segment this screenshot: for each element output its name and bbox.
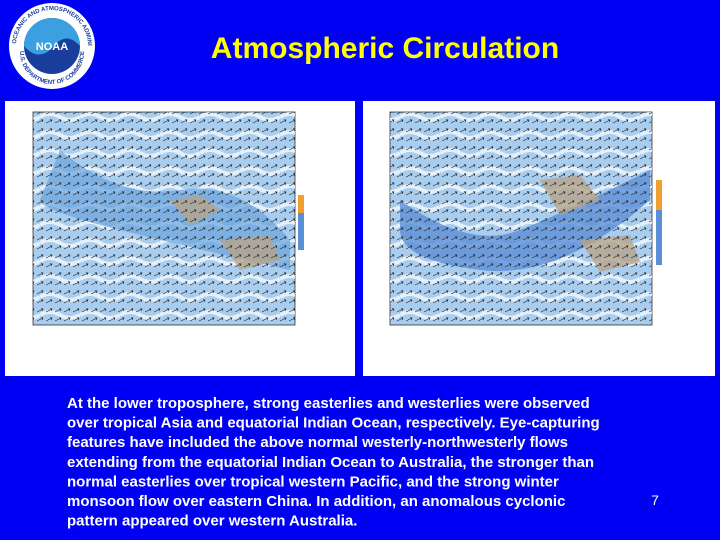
body-line: normal easterlies over tropical western … <box>67 473 559 490</box>
map-right <box>363 101 715 376</box>
slide-title: Atmospheric Circulation <box>211 32 559 65</box>
logo: NATIONAL OCEANIC AND ATMOSPHERIC ADMINIS… <box>0 0 95 89</box>
body-line: monsoon flow over eastern China. In addi… <box>67 493 565 510</box>
body-line: pattern appeared over western Australia. <box>67 513 357 530</box>
body-line: over tropical Asia and equatorial Indian… <box>67 415 600 432</box>
body-line: features have included the above normal … <box>67 434 568 451</box>
body-line: extending from the equatorial Indian Oce… <box>67 454 594 471</box>
logo-name: NOAA <box>36 41 68 53</box>
page-number: 7 <box>651 492 659 508</box>
body-line: At the lower troposphere, strong easterl… <box>67 395 590 412</box>
map-left <box>5 101 355 376</box>
body-text: At the lower troposphere, strong easterl… <box>67 395 600 530</box>
